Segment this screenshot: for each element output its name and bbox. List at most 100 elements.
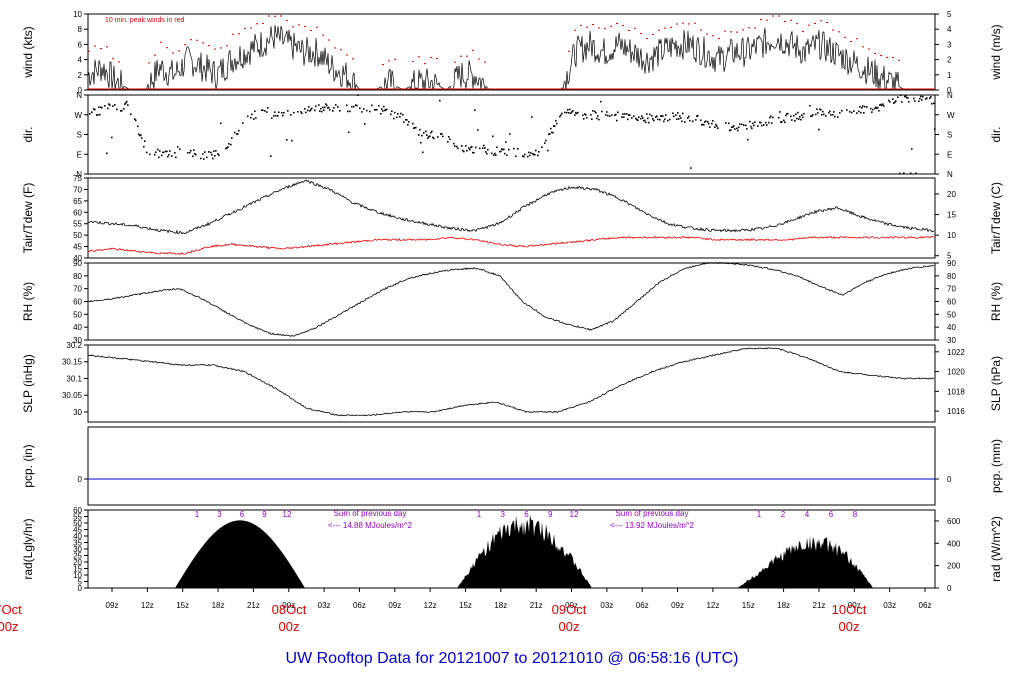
dir-point bbox=[120, 110, 122, 112]
pcp-ytick-right-label: 0 bbox=[947, 475, 952, 484]
dir-point bbox=[146, 151, 148, 154]
dir-point bbox=[469, 148, 471, 151]
dir-point bbox=[794, 120, 796, 122]
dir-point bbox=[116, 108, 118, 111]
dir-point bbox=[821, 113, 823, 116]
dir-point bbox=[195, 153, 197, 156]
dir-point bbox=[629, 114, 631, 116]
dir-point bbox=[739, 123, 741, 125]
dir-point bbox=[633, 115, 635, 117]
wind-peak-mark bbox=[334, 47, 336, 49]
dir-point bbox=[908, 100, 910, 103]
rh-ytick-left-label: 40 bbox=[73, 323, 82, 332]
temp-ytick-left-label: 60 bbox=[73, 208, 82, 217]
dir-point bbox=[791, 119, 793, 121]
dir-point bbox=[834, 115, 836, 118]
dir-point bbox=[870, 107, 872, 110]
slp-ylabel-left: SLP (inHg) bbox=[21, 354, 35, 412]
wind-peak-mark bbox=[328, 39, 330, 41]
pcp-ytick-left-label: 0 bbox=[78, 475, 83, 484]
dir-point bbox=[544, 142, 546, 144]
wind-peak-mark bbox=[118, 61, 120, 63]
wind-peak-mark bbox=[574, 29, 576, 31]
rad-ytick-left-label: 55 bbox=[73, 513, 82, 522]
dir-point bbox=[169, 150, 171, 152]
wind-peak-mark bbox=[682, 22, 684, 24]
time-tick-label: 00z bbox=[848, 601, 861, 610]
wind-peak-mark bbox=[652, 33, 654, 35]
dir-point bbox=[447, 141, 449, 143]
dir-point bbox=[293, 111, 295, 114]
dir-point bbox=[385, 108, 387, 111]
dir-point bbox=[415, 126, 417, 129]
temp-ytick-left-label: 75 bbox=[73, 174, 82, 183]
dir-point bbox=[314, 109, 316, 112]
dir-point bbox=[106, 152, 108, 155]
wind-ytick-left-label: 2 bbox=[78, 71, 83, 80]
wind-peak-mark bbox=[820, 20, 822, 22]
wind-ytick-right-label: 1 bbox=[947, 71, 952, 80]
dir-point bbox=[327, 107, 329, 109]
wind-ytick-right-label: 5 bbox=[947, 10, 952, 19]
dir-point bbox=[158, 156, 160, 159]
dir-point bbox=[730, 129, 732, 131]
dir-point bbox=[503, 148, 505, 151]
rh-ytick-right-label: 40 bbox=[947, 323, 956, 332]
dir-point bbox=[820, 108, 822, 111]
dir-point bbox=[230, 143, 232, 146]
dir-point bbox=[413, 127, 415, 129]
dir-point bbox=[863, 112, 865, 114]
temp-ytick-left-label: 50 bbox=[73, 231, 82, 240]
wind-peak-mark bbox=[190, 39, 192, 41]
wind-peak-mark bbox=[718, 38, 720, 40]
dir-point bbox=[572, 109, 574, 112]
dir-point bbox=[780, 121, 782, 123]
wind-peak-mark bbox=[778, 15, 780, 17]
rad-ytick-left-label: 30 bbox=[73, 545, 82, 554]
dir-point bbox=[247, 115, 249, 118]
dir-point bbox=[682, 112, 684, 115]
dir-point bbox=[763, 124, 765, 126]
dir-point bbox=[346, 104, 348, 107]
dir-point bbox=[551, 131, 553, 134]
time-tick-label: 03z bbox=[883, 601, 896, 610]
dir-point bbox=[895, 100, 897, 102]
time-tick-label: 18z bbox=[212, 601, 225, 610]
dir-point bbox=[534, 153, 536, 156]
dir-point bbox=[705, 120, 707, 123]
dir-point bbox=[541, 146, 543, 148]
dir-point bbox=[799, 115, 801, 118]
dir-point bbox=[114, 104, 116, 106]
wind-peak-mark bbox=[430, 57, 432, 59]
dir-point bbox=[810, 115, 812, 117]
dir-point bbox=[812, 114, 814, 116]
wind-peak-mark bbox=[784, 21, 786, 23]
dir-point bbox=[750, 125, 752, 128]
dir-point bbox=[175, 156, 177, 159]
dir-point bbox=[626, 113, 628, 115]
rh-ytick-right-label: 90 bbox=[947, 259, 956, 268]
dir-point bbox=[220, 122, 222, 125]
dir-point bbox=[878, 109, 880, 112]
wind-ytick-right-label: 0 bbox=[947, 86, 952, 95]
rad-annotation: <--- 14.88 MJoules/m^2 bbox=[328, 521, 413, 530]
dir-point bbox=[818, 128, 820, 131]
dir-point bbox=[680, 117, 682, 119]
dir-point bbox=[714, 126, 716, 129]
dir-point bbox=[621, 116, 623, 118]
wind-peak-mark bbox=[706, 33, 708, 35]
dir-point bbox=[574, 114, 576, 116]
dir-point bbox=[881, 104, 883, 107]
dir-point bbox=[833, 111, 835, 113]
dir-point bbox=[307, 109, 309, 112]
wind-peak-mark bbox=[424, 63, 426, 65]
dir-point bbox=[454, 145, 456, 147]
dir-point bbox=[470, 146, 472, 149]
dir-point bbox=[300, 111, 302, 113]
dir-point bbox=[204, 151, 206, 153]
dir-point bbox=[471, 145, 473, 148]
dir-point bbox=[926, 97, 928, 99]
dir-point bbox=[130, 113, 132, 116]
rad-ylabel-right: rad (W/m^2) bbox=[989, 516, 1003, 582]
wind-peak-mark bbox=[868, 48, 870, 50]
